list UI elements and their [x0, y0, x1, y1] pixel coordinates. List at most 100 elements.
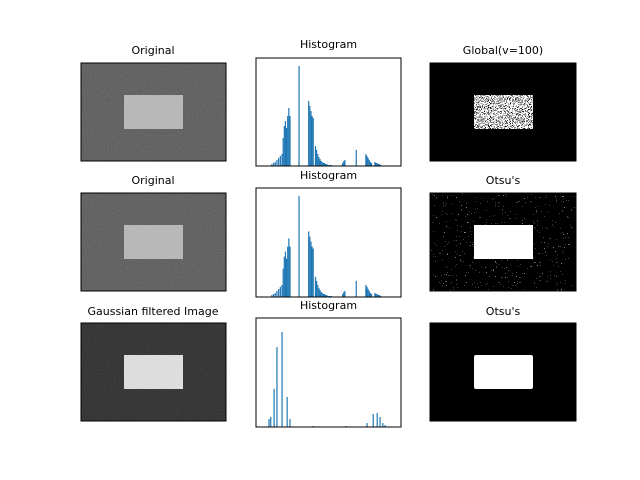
bar [317, 284, 319, 297]
bar [355, 280, 357, 297]
bar [310, 241, 312, 297]
bar [368, 160, 370, 166]
bar [287, 246, 289, 297]
bar [312, 248, 314, 297]
bar [279, 286, 281, 297]
bar [310, 111, 312, 166]
bar [378, 164, 381, 166]
bar [283, 256, 285, 297]
image-original [80, 192, 227, 292]
bar [366, 156, 368, 166]
bar [323, 163, 326, 166]
bar [372, 414, 374, 427]
bar [355, 150, 357, 166]
bar [327, 295, 329, 297]
bar [343, 161, 345, 166]
bar [323, 293, 326, 297]
bar [276, 347, 278, 427]
bar [344, 290, 346, 297]
bar [329, 295, 331, 297]
bar [271, 294, 273, 297]
plot-frame [255, 317, 402, 428]
bar [384, 425, 386, 427]
bar [274, 162, 276, 166]
image-title: Otsu's [486, 174, 521, 187]
bar [282, 138, 284, 166]
bar [298, 196, 300, 297]
bar [376, 293, 378, 297]
bar [343, 291, 345, 297]
bar [298, 66, 300, 166]
bar [283, 126, 285, 166]
bar [376, 163, 378, 166]
bar [328, 295, 330, 297]
bar [316, 280, 318, 297]
bar [284, 121, 287, 166]
bar [370, 163, 373, 166]
bar [369, 292, 372, 297]
bar [342, 293, 344, 297]
bar [322, 163, 325, 166]
bar [289, 419, 291, 427]
bar [370, 293, 373, 297]
bar [366, 286, 368, 297]
bar [326, 294, 328, 297]
bar [321, 292, 323, 297]
bar [325, 294, 327, 297]
bar [272, 293, 275, 297]
chart-title: Histogram [300, 299, 357, 312]
image-otsu [429, 322, 577, 422]
bar [278, 288, 280, 297]
bar [367, 288, 369, 297]
bar [378, 294, 381, 297]
image-title: Global(v=100) [463, 44, 543, 57]
bar [377, 164, 379, 166]
bar [317, 154, 319, 166]
image-title: Original [131, 174, 174, 187]
chart-title: Histogram [300, 38, 357, 51]
bar [369, 162, 372, 166]
bar [376, 413, 378, 427]
bar [276, 290, 278, 297]
bar [325, 164, 327, 166]
bar [274, 292, 276, 297]
bar [279, 156, 281, 166]
bar [276, 160, 278, 166]
bar [271, 164, 273, 166]
image-gaussian [80, 322, 227, 422]
bar [285, 128, 288, 166]
bar [365, 284, 367, 297]
bar [268, 419, 270, 427]
bar [321, 162, 323, 166]
bar [273, 389, 275, 427]
bar [309, 236, 311, 297]
bar [326, 164, 328, 166]
plot-frame [255, 187, 402, 298]
bar [285, 258, 288, 297]
image-original [80, 62, 227, 162]
bar [287, 116, 289, 166]
bar [270, 417, 272, 427]
bar [309, 106, 311, 166]
bar [318, 157, 320, 166]
bar [374, 292, 376, 297]
bar [366, 423, 368, 427]
bar [320, 161, 322, 166]
bar [330, 295, 332, 297]
bar [380, 295, 382, 297]
bar [281, 154, 283, 166]
bar [320, 291, 322, 297]
bar [322, 293, 325, 297]
bar [272, 163, 275, 166]
plot-frame [255, 57, 402, 167]
bar [374, 162, 376, 166]
bar [314, 276, 317, 297]
bar [365, 154, 367, 166]
bar [289, 246, 291, 297]
bar [379, 417, 381, 427]
image-otsu [429, 192, 577, 292]
bar [281, 332, 283, 427]
bar [377, 294, 379, 297]
bar [319, 159, 321, 166]
